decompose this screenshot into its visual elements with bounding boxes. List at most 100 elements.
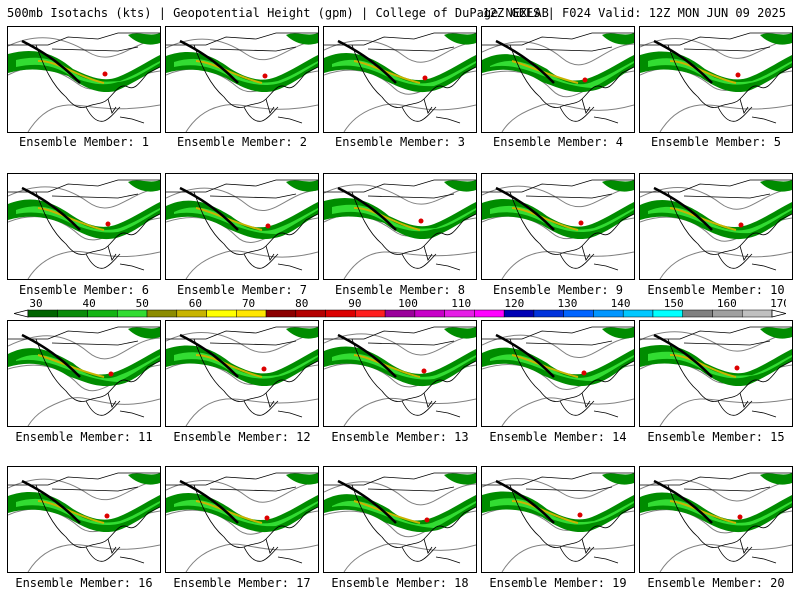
colorbar-tick-label: 150 <box>664 297 684 310</box>
coastlines-borders <box>324 32 476 124</box>
colorbar-tick-label: 110 <box>451 297 471 310</box>
isotach-jet <box>8 473 160 533</box>
colorbar-tick-label: 50 <box>136 297 149 310</box>
map-canvas <box>640 472 792 572</box>
colorbar-swatch <box>712 309 743 318</box>
isotach-jet <box>640 473 792 533</box>
ensemble-member-label: Ensemble Member: 15 <box>647 430 785 444</box>
ensemble-member-map <box>481 26 635 133</box>
colorbar-tick-label: 70 <box>242 297 255 310</box>
coastlines-borders <box>482 179 634 271</box>
ensemble-member-map <box>323 320 477 427</box>
isotach-jet <box>482 180 634 240</box>
map-canvas <box>8 472 160 572</box>
ensemble-member-map <box>323 173 477 280</box>
ensemble-member-map <box>165 466 319 573</box>
colorbar-swatch <box>563 309 594 318</box>
colorbar-tick-label: 120 <box>504 297 524 310</box>
colorbar-swatch <box>622 309 654 318</box>
colorbar-swatch <box>27 309 59 318</box>
isotach-jet <box>166 180 318 240</box>
ensemble-member-label: Ensemble Member: 13 <box>331 430 469 444</box>
ensemble-member-label: Ensemble Member: 14 <box>489 430 627 444</box>
coastlines-borders <box>640 179 792 271</box>
map-canvas <box>640 179 792 279</box>
colorbar-tick-label: 80 <box>295 297 308 310</box>
header-run-info: 12Z GEFS | F024 Valid: 12Z MON JUN 09 20… <box>482 6 786 20</box>
ensemble-member-map <box>165 173 319 280</box>
ensemble-member-label: Ensemble Member: 3 <box>334 135 466 149</box>
isotach-jet <box>482 33 634 93</box>
colorbar-swatch <box>265 309 297 318</box>
ensemble-member-label: Ensemble Member: 12 <box>173 430 311 444</box>
ensemble-member-map <box>639 173 793 280</box>
colorbar-swatch <box>206 309 237 318</box>
colorbar-swatch <box>146 309 178 318</box>
isotach-jet <box>482 327 634 387</box>
colorbar-swatch <box>414 309 445 318</box>
chart-header: 500mb Isotachs (kts) | Geopotential Heig… <box>0 0 800 22</box>
map-canvas <box>166 32 318 132</box>
isotach-jet <box>482 473 634 533</box>
isotach-jet <box>324 327 476 387</box>
ensemble-member-map <box>323 466 477 573</box>
ensemble-member-map <box>639 320 793 427</box>
colorbar-swatch <box>176 309 207 318</box>
colorbar-swatch <box>117 309 148 318</box>
coastlines-borders <box>8 326 160 418</box>
ensemble-member-label: Ensemble Member: 11 <box>15 430 153 444</box>
map-canvas <box>166 472 318 572</box>
isotach-jet <box>166 33 318 93</box>
coastlines-borders <box>324 472 476 564</box>
colorbar-tick-label: 40 <box>83 297 96 310</box>
map-canvas <box>482 472 634 572</box>
map-canvas <box>166 179 318 279</box>
coastlines-borders <box>166 32 318 124</box>
map-canvas <box>324 32 476 132</box>
colorbar-swatch <box>57 309 88 318</box>
ensemble-member-label: Ensemble Member: 19 <box>489 576 627 590</box>
ensemble-member-label: Ensemble Member: 2 <box>176 135 308 149</box>
ensemble-member-label: Ensemble Member: 10 <box>647 283 785 297</box>
coastlines-borders <box>8 32 160 124</box>
map-canvas <box>482 326 634 426</box>
colorbar-tick-label: 140 <box>611 297 631 310</box>
ensemble-member-map <box>639 26 793 133</box>
coastlines-borders <box>640 32 792 124</box>
ensemble-member-label: Ensemble Member: 18 <box>331 576 469 590</box>
ensemble-member-map <box>7 173 161 280</box>
colorbar-swatch <box>444 309 475 318</box>
ensemble-member-label: Ensemble Member: 5 <box>650 135 782 149</box>
ensemble-member-map <box>7 320 161 427</box>
isotach-jet <box>8 327 160 387</box>
coastlines-borders <box>166 326 318 418</box>
ensemble-member-map <box>481 320 635 427</box>
colorbar-swatch <box>384 309 416 318</box>
colorbar-swatch <box>652 309 683 318</box>
colorbar-swatch <box>87 309 118 318</box>
ensemble-member-label: Ensemble Member: 17 <box>173 576 311 590</box>
ensemble-member-map <box>481 173 635 280</box>
colorbar-tick-label: 160 <box>717 297 737 310</box>
ensemble-member-label: Ensemble Member: 16 <box>15 576 153 590</box>
colorbar-tick-label: 170 <box>770 297 786 310</box>
coastlines-borders <box>324 179 476 271</box>
map-canvas <box>8 326 160 426</box>
map-canvas <box>482 32 634 132</box>
map-canvas <box>324 179 476 279</box>
colorbar-swatch <box>236 309 267 318</box>
ensemble-member-label: Ensemble Member: 9 <box>492 283 624 297</box>
isotach-jet <box>166 327 318 387</box>
colorbar-tick-label: 30 <box>29 297 42 310</box>
map-canvas <box>8 179 160 279</box>
ensemble-member-map <box>165 26 319 133</box>
ensemble-member-map <box>323 26 477 133</box>
colorbar-swatch <box>474 309 505 318</box>
colorbar-tick-label: 130 <box>557 297 577 310</box>
colorbar-right-arrow <box>771 309 786 318</box>
colorbar-swatch <box>533 309 564 318</box>
isotach-jet <box>324 473 476 533</box>
colorbar-swatch <box>355 309 386 318</box>
coastlines-borders <box>324 326 476 418</box>
coastlines-borders <box>482 472 634 564</box>
